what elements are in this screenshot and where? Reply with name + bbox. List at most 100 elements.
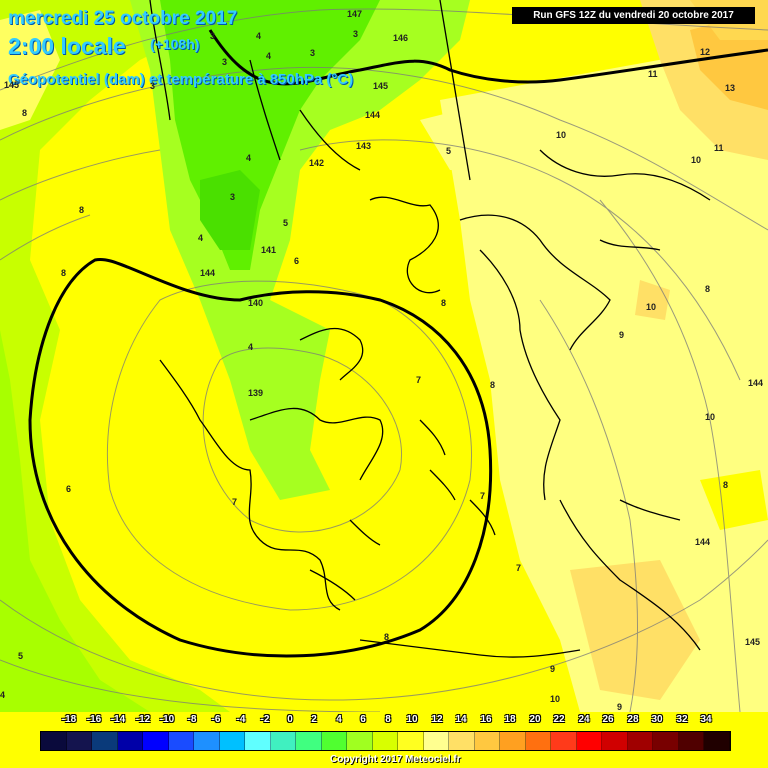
colorbar-cell — [321, 732, 347, 750]
geopotential-label: 140 — [248, 298, 264, 308]
temperature-label: 8 — [723, 480, 729, 490]
temperature-label: 6 — [66, 484, 72, 494]
legend-tick: 28 — [627, 714, 639, 725]
temperature-label: 4 — [248, 342, 254, 352]
temperature-label: 11 — [648, 69, 658, 79]
temperature-label: 4 — [198, 233, 204, 243]
temperature-label: 10 — [550, 694, 561, 704]
copyright: Copyright 2017 Meteociel.fr — [330, 754, 461, 765]
forecast-date: mercredi 25 octobre 2017 — [8, 8, 238, 29]
temperature-label: 3 — [222, 57, 228, 67]
legend-tick: -18 — [61, 714, 77, 725]
colorbar-cell — [704, 732, 730, 750]
temperature-label: 5 — [18, 651, 24, 661]
temperature-label: 8 — [79, 205, 85, 215]
legend-tick: 4 — [336, 714, 342, 725]
geopotential-label: 139 — [248, 388, 264, 398]
temperature-label: 4 — [266, 51, 272, 61]
colorbar-cell — [627, 732, 653, 750]
temperature-label: 3 — [210, 31, 216, 41]
legend-tick: 20 — [529, 714, 541, 725]
colorbar-cell — [219, 732, 245, 750]
colorbar-cell — [245, 732, 271, 750]
legend-labels: -18 -16 -14 -12 -10 -8 -6 -4 -2 0 2 4 6 … — [0, 712, 768, 730]
colorbar-cell — [92, 732, 118, 750]
temperature-label: 9 — [619, 330, 625, 340]
legend-tick: -10 — [159, 714, 175, 725]
colorbar-cell — [347, 732, 373, 750]
temperature-label: 9 — [617, 702, 623, 712]
colorbar-cell — [525, 732, 551, 750]
temperature-label: 5 — [283, 218, 289, 228]
variable-title: Géopotentiel (dam) et température à 850h… — [8, 71, 354, 88]
legend-tick: 30 — [651, 714, 663, 725]
colorbar-cell — [66, 732, 92, 750]
legend-tick: 16 — [480, 714, 492, 725]
temperature-label: 8 — [705, 284, 711, 294]
temperature-label: 8 — [441, 298, 447, 308]
colorbar-cell — [168, 732, 194, 750]
legend-tick: 24 — [578, 714, 590, 725]
geopotential-label: 141 — [261, 245, 277, 255]
legend-tick: 8 — [385, 714, 391, 725]
legend-tick: 2 — [311, 714, 317, 725]
temperature-label: 7 — [480, 491, 486, 501]
temperature-label: 10 — [691, 155, 702, 165]
legend-tick: 18 — [504, 714, 516, 725]
legend-tick: 6 — [360, 714, 366, 725]
colorbar-cell — [296, 732, 322, 750]
colorbar-cell — [602, 732, 628, 750]
forecast-local-time: 2:00 locale — [8, 33, 126, 59]
geopotential-label: 143 — [356, 141, 372, 151]
geopotential-label: 144 — [200, 268, 216, 278]
colorbar-cell — [194, 732, 220, 750]
colorbar-cell — [372, 732, 398, 750]
legend-tick: -12 — [135, 714, 151, 725]
legend-tick: 32 — [676, 714, 688, 725]
legend-tick: 34 — [700, 714, 712, 725]
legend-tick: 12 — [431, 714, 443, 725]
geopotential-label: 144 — [748, 378, 764, 388]
legend-tick: 26 — [602, 714, 614, 725]
temperature-label: 9 — [550, 664, 556, 674]
geopotential-label: 147 — [347, 9, 363, 19]
temperature-colorbar — [40, 731, 731, 751]
colorbar-cell — [398, 732, 424, 750]
legend-tick: -16 — [86, 714, 102, 725]
temperature-label: 6 — [294, 256, 300, 266]
temperature-label: 7 — [416, 375, 422, 385]
colorbar-cell — [678, 732, 704, 750]
geopotential-label: 145 — [745, 637, 761, 647]
geopotential-label: 144 — [695, 537, 711, 547]
legend-tick: 10 — [406, 714, 418, 725]
geopotential-label: 142 — [309, 158, 325, 168]
colorbar-cell — [117, 732, 143, 750]
temperature-label: 10 — [646, 302, 657, 312]
colorbar-cell — [576, 732, 602, 750]
geopotential-label: 145 — [373, 81, 389, 91]
legend-tick: -2 — [260, 714, 270, 725]
temperature-label: 3 — [230, 192, 236, 202]
legend-tick: -6 — [211, 714, 221, 725]
colorbar-cell — [449, 732, 475, 750]
temperature-label: 5 — [446, 146, 452, 156]
temperature-label: 8 — [490, 380, 496, 390]
temperature-label: 10 — [556, 130, 567, 140]
temperature-label: 12 — [700, 47, 711, 57]
forecast-offset: (+108h) — [150, 36, 200, 52]
temperature-label: 4 — [256, 31, 262, 41]
run-info: Run GFS 12Z du vendredi 20 octobre 2017 — [512, 7, 755, 24]
temperature-label: 10 — [705, 412, 716, 422]
legend-tick: -4 — [236, 714, 246, 725]
legend-tick: -14 — [110, 714, 126, 725]
temperature-label: 8 — [384, 632, 390, 642]
colorbar-cell — [551, 732, 577, 750]
temperature-label: 7 — [232, 497, 238, 507]
legend-tick: 14 — [455, 714, 467, 725]
colorbar-cell — [143, 732, 169, 750]
temperature-label: 3 — [150, 81, 156, 91]
legend-tick: -8 — [187, 714, 197, 725]
geopotential-label: 146 — [393, 33, 409, 43]
